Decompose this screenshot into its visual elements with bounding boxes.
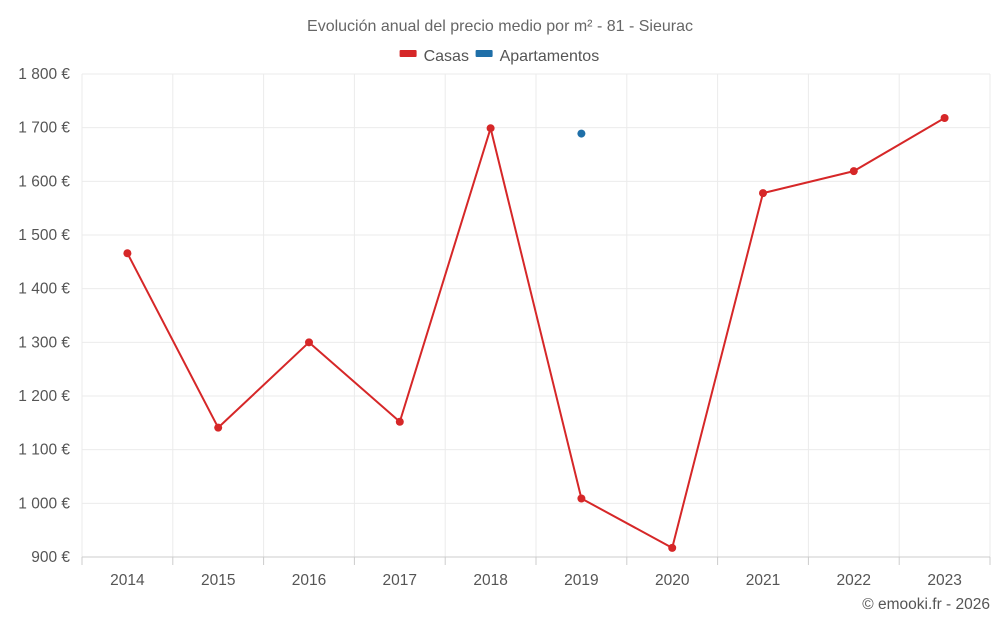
- x-tick-label: 2014: [110, 572, 145, 589]
- y-tick-label: 1 300 €: [18, 334, 70, 351]
- x-tick-label: 2019: [564, 572, 598, 589]
- x-tick-label: 2022: [837, 572, 871, 589]
- data-point-casas: [668, 543, 677, 552]
- data-point-casas: [940, 114, 949, 123]
- y-tick-label: 1 200 €: [18, 388, 70, 405]
- y-axis: 900 € 1 000 € 1 100 € 1 200 € 1 300 € 1 400 €…: [18, 66, 70, 566]
- data-point-casas: [305, 338, 313, 347]
- x-tick-label: 2023: [927, 572, 961, 589]
- y-tick-label: 1 700 €: [18, 120, 70, 137]
- y-tick-label: 1 400 €: [18, 281, 70, 298]
- x-axis: 2014 2015 2016 2017 2018 2019 2020 2021 2022 2023: [81, 556, 991, 589]
- data-point-casas: [577, 494, 586, 503]
- grid: [81, 73, 991, 558]
- data-point-casas: [486, 124, 495, 133]
- chart-title: Evolución anual del precio medio por m² …: [307, 18, 693, 35]
- data-point-casas: [123, 249, 132, 258]
- y-tick-label: 1 800 €: [18, 66, 70, 83]
- legend-label: Casas: [424, 48, 469, 65]
- legend-item-apartamentos[interactable]: Apartamentos: [475, 48, 600, 65]
- series-line-casas: [126, 117, 946, 549]
- x-tick-label: 2016: [292, 572, 326, 589]
- credit-text: © emooki.fr - 2026: [862, 596, 990, 613]
- x-tick-label: 2017: [383, 572, 417, 589]
- y-tick-label: 1 000 €: [18, 495, 70, 512]
- series-casas: [123, 114, 949, 552]
- x-tick-label: 2021: [746, 572, 780, 589]
- data-point-casas: [849, 167, 858, 176]
- x-tick-label: 2020: [655, 572, 690, 589]
- data-point-apartamentos: [577, 129, 586, 138]
- legend-item-casas[interactable]: Casas: [399, 48, 469, 65]
- legend-swatch: [475, 50, 493, 57]
- series-layer: [123, 114, 949, 552]
- x-tick-label: 2018: [473, 572, 507, 589]
- data-point-casas: [395, 417, 404, 426]
- y-tick-label: 1 600 €: [18, 173, 70, 190]
- y-tick-label: 900 €: [31, 549, 70, 566]
- legend-label: Apartamentos: [500, 48, 600, 65]
- x-tick-label: 2015: [201, 572, 235, 589]
- legend-swatch: [399, 50, 417, 57]
- data-point-casas: [759, 189, 767, 198]
- y-tick-label: 1 100 €: [18, 442, 70, 459]
- series-apartamentos: [577, 129, 586, 138]
- legend: Casas Apartamentos: [399, 48, 600, 65]
- data-point-casas: [214, 423, 223, 432]
- y-tick-label: 1 500 €: [18, 227, 70, 244]
